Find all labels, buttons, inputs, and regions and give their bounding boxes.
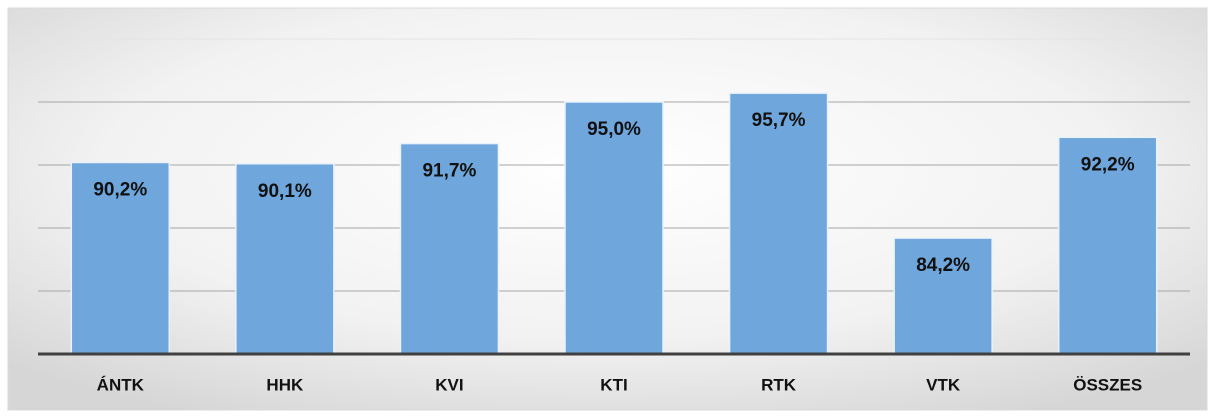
x-tick-label: VTK [926, 375, 961, 394]
bar [1057, 136, 1158, 355]
value-label: 95,7% [752, 110, 806, 131]
bar [728, 92, 829, 355]
value-label: 92,2% [1081, 154, 1135, 175]
bar [399, 142, 500, 355]
value-label: 90,1% [258, 181, 312, 202]
x-tick-label: KVI [435, 375, 463, 394]
x-tick-label: ÁNTK [97, 375, 145, 394]
bar [893, 237, 993, 355]
x-tick-label: KTI [600, 375, 627, 394]
bar [235, 162, 335, 355]
bars: 90,2% 90,1% 91,7% 95,0% 95,7% 84,2% 92,2% [70, 92, 1158, 355]
value-label: 91,7% [422, 161, 476, 182]
value-label: 84,2% [916, 255, 970, 276]
x-tick-label: RTK [761, 375, 797, 394]
x-tick-label: ÖSSZES [1073, 375, 1142, 394]
value-label: 90,2% [93, 179, 147, 200]
bar [564, 101, 664, 355]
value-label: 95,0% [587, 119, 641, 140]
x-tick-label: HHK [266, 375, 304, 394]
